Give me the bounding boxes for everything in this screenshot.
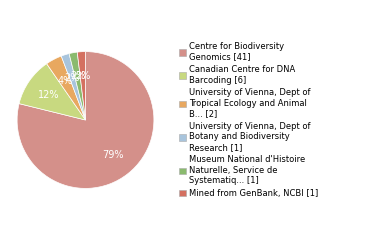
Wedge shape bbox=[47, 56, 86, 120]
Wedge shape bbox=[19, 64, 86, 120]
Wedge shape bbox=[61, 54, 86, 120]
Text: 2%: 2% bbox=[65, 72, 80, 83]
Text: 79%: 79% bbox=[102, 150, 124, 160]
Wedge shape bbox=[77, 52, 86, 120]
Text: 12%: 12% bbox=[38, 90, 60, 100]
Wedge shape bbox=[17, 52, 154, 188]
Text: 2%: 2% bbox=[70, 71, 85, 81]
Wedge shape bbox=[69, 52, 86, 120]
Text: 4%: 4% bbox=[57, 76, 73, 86]
Legend: Centre for Biodiversity
Genomics [41], Canadian Centre for DNA
Barcoding [6], Un: Centre for Biodiversity Genomics [41], C… bbox=[179, 42, 318, 198]
Text: 2%: 2% bbox=[75, 71, 90, 81]
